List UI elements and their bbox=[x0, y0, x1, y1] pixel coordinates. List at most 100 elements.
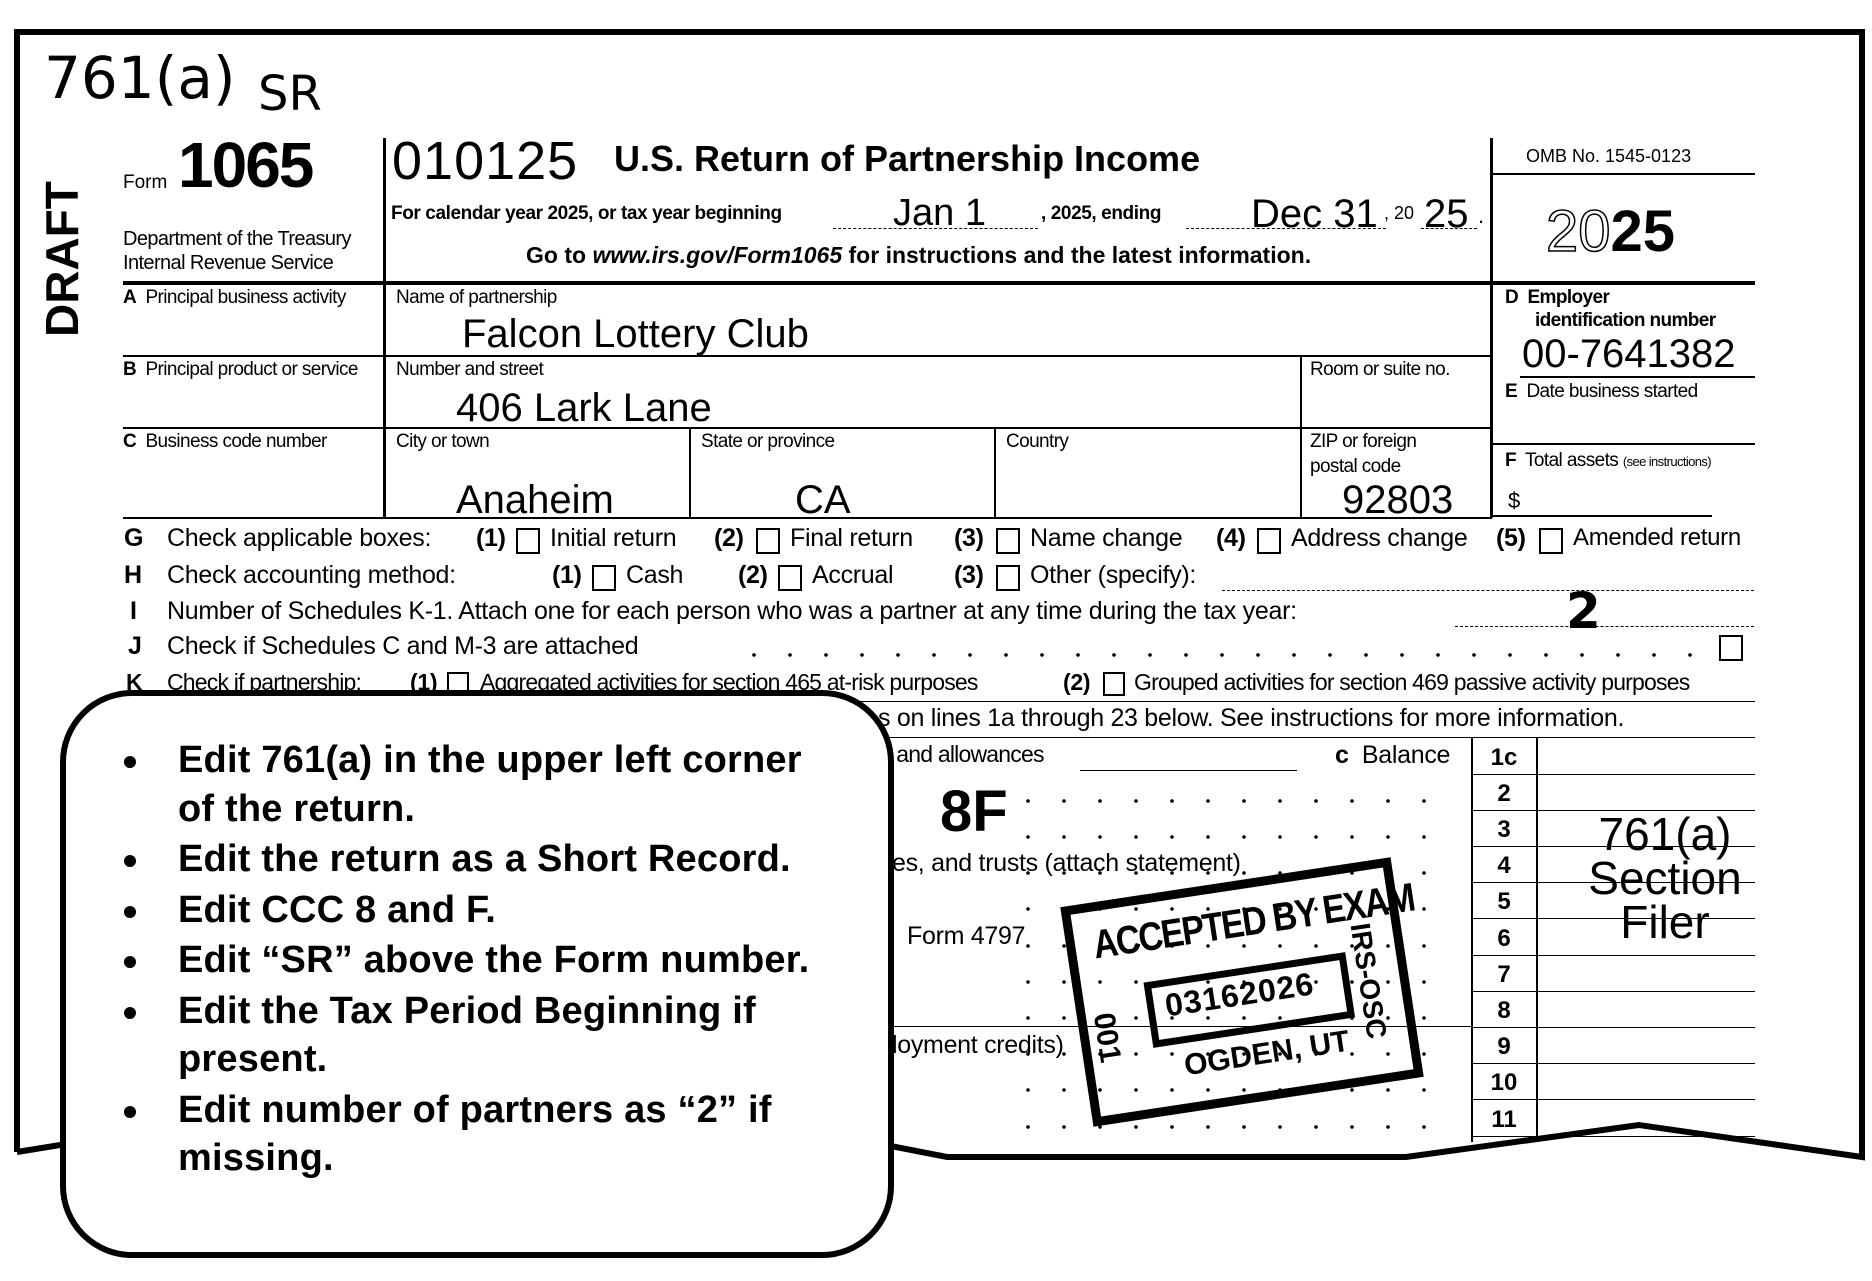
state-divider bbox=[689, 428, 691, 518]
h-num-1: (1) bbox=[552, 561, 582, 589]
final-return-checkbox[interactable] bbox=[756, 528, 780, 554]
zip-value[interactable]: 92803 bbox=[1342, 478, 1454, 522]
tax-year-end[interactable]: 25 bbox=[1424, 192, 1469, 236]
line-h: H bbox=[124, 561, 142, 589]
h-num-3: (3) bbox=[954, 561, 984, 589]
e-rule bbox=[1492, 443, 1755, 445]
amount-field-line-1c[interactable] bbox=[1472, 774, 1755, 775]
amount-field-line-7[interactable] bbox=[1472, 991, 1755, 992]
line-number-5: 5 bbox=[1497, 888, 1511, 915]
instruction-text: Edit “SR” above the Form number. bbox=[178, 939, 810, 981]
name-change-checkbox[interactable] bbox=[996, 528, 1020, 554]
street-value[interactable]: 406 Lark Lane bbox=[456, 386, 712, 430]
line-h-label: Check accounting method: bbox=[167, 561, 456, 589]
ein-value[interactable]: 00-7641382 bbox=[1522, 332, 1736, 376]
other-method-label: Other (specify): bbox=[1030, 561, 1197, 589]
omb-rule bbox=[1492, 173, 1755, 175]
address-change-checkbox[interactable] bbox=[1257, 528, 1281, 554]
section-filer-line-2: Section bbox=[1588, 852, 1742, 904]
leader-dots bbox=[1010, 979, 1450, 985]
amount-field-line-6[interactable] bbox=[1472, 955, 1755, 956]
header-rule bbox=[123, 281, 1755, 285]
line-number-7: 7 bbox=[1497, 961, 1511, 988]
instruction-text: Edit the return as a Short Record. bbox=[178, 838, 791, 880]
instruction-text: Edit number of partners as “2” if missin… bbox=[178, 1088, 772, 1180]
tax-period-begin[interactable]: Jan 1 bbox=[893, 192, 986, 234]
line-number-10: 10 bbox=[1490, 1069, 1518, 1096]
amount-field-line-4[interactable] bbox=[1472, 882, 1755, 883]
line-g-label: Check applicable boxes: bbox=[167, 524, 432, 552]
other-method-checkbox[interactable] bbox=[996, 565, 1020, 591]
schedules-c-m3-checkbox[interactable] bbox=[1719, 635, 1743, 661]
line-number-col-right bbox=[1536, 737, 1538, 1142]
amount-field-line-9[interactable] bbox=[1472, 1063, 1755, 1064]
g-num-3: (3) bbox=[954, 524, 984, 552]
row-rule-a bbox=[385, 355, 1492, 357]
line-1b-fragment: s and allowances bbox=[880, 741, 1044, 767]
amount-field-line-11[interactable] bbox=[1472, 1136, 1755, 1137]
draft-watermark: DRAFT bbox=[36, 181, 88, 337]
bullet-icon bbox=[124, 956, 136, 968]
line-e-label: E Date business started bbox=[1505, 381, 1698, 402]
k-rule bbox=[860, 701, 1755, 702]
section-filer-annotation: 761(a) Section Filer bbox=[1560, 808, 1770, 948]
tax-year-bold: 25 bbox=[1610, 199, 1676, 264]
g-num-5: (5) bbox=[1496, 524, 1526, 552]
leader-dots bbox=[1010, 1015, 1450, 1021]
line-number-1c: 1c bbox=[1490, 744, 1518, 771]
tax-period-end[interactable]: Dec 31 bbox=[1251, 192, 1378, 236]
grouped-checkbox[interactable] bbox=[1103, 672, 1125, 696]
line-g: G bbox=[124, 524, 144, 552]
bullet-icon bbox=[124, 1105, 136, 1118]
cash-checkbox[interactable] bbox=[592, 565, 616, 591]
line-number-9: 9 bbox=[1497, 1033, 1511, 1060]
f-rule bbox=[1492, 515, 1712, 517]
country-label: Country bbox=[1006, 431, 1069, 452]
row-rule-b bbox=[123, 427, 1492, 429]
zip-label-2: postal code bbox=[1310, 456, 1401, 477]
initial-return-checkbox[interactable] bbox=[516, 528, 540, 554]
instruction-text: Edit the Tax Period Beginning if present… bbox=[178, 989, 756, 1081]
line-number-8: 8 bbox=[1497, 997, 1511, 1024]
initial-return-label: Initial return bbox=[550, 524, 677, 552]
line-a-label: A Principal business activity bbox=[123, 287, 346, 308]
ein-rule bbox=[1520, 376, 1755, 378]
amount-field-line-8[interactable] bbox=[1472, 1027, 1755, 1028]
amount-field-line-10[interactable] bbox=[1472, 1099, 1755, 1100]
goto-prefix: Go to bbox=[526, 242, 593, 268]
grouped-label: Grouped activities for section 469 passi… bbox=[1134, 669, 1690, 695]
k1-count-value[interactable]: 2 bbox=[1566, 582, 1601, 640]
line-b-label: B Principal product or service bbox=[123, 359, 358, 380]
partnership-name[interactable]: Falcon Lottery Club bbox=[462, 312, 809, 356]
state-label: State or province bbox=[701, 431, 835, 452]
amount-field-line-3[interactable] bbox=[1472, 846, 1755, 847]
line-i-label: Number of Schedules K-1. Attach one for … bbox=[167, 597, 1297, 625]
section-filer-line-3: Filer bbox=[1620, 896, 1710, 948]
total-assets-dollar: $ bbox=[1508, 488, 1521, 513]
line-j: J bbox=[128, 632, 142, 660]
amount-field-line-5[interactable] bbox=[1472, 918, 1755, 919]
tax-year: 2025 bbox=[1545, 198, 1676, 265]
city-value[interactable]: Anaheim bbox=[456, 478, 614, 522]
leader-dots bbox=[1010, 906, 1450, 912]
ccc-annotation: 8F bbox=[940, 779, 1008, 844]
k1-count-field[interactable] bbox=[1455, 626, 1754, 627]
leader-dots bbox=[736, 652, 1696, 658]
amended-return-checkbox[interactable] bbox=[1539, 528, 1563, 554]
section-filer-line-1: 761(a) bbox=[1598, 808, 1732, 860]
state-value[interactable]: CA bbox=[795, 478, 851, 522]
leader-dots bbox=[1010, 834, 1450, 840]
goto-url[interactable]: www.irs.gov/Form1065 bbox=[592, 242, 843, 268]
amount-field-line-2[interactable] bbox=[1472, 810, 1755, 811]
accrual-checkbox[interactable] bbox=[778, 565, 802, 591]
annotation-761a: 761(a) bbox=[44, 44, 236, 112]
instruction-text: Edit CCC 8 and F. bbox=[178, 888, 496, 931]
row-rule-c bbox=[123, 517, 1492, 519]
line-1c-label: c Balance bbox=[1335, 741, 1451, 769]
line-1b-field[interactable] bbox=[1080, 770, 1297, 771]
bullet-icon bbox=[124, 905, 136, 918]
leader-dots bbox=[1010, 1124, 1450, 1130]
k-num-2: (2) bbox=[1063, 669, 1091, 695]
other-method-field[interactable] bbox=[1222, 590, 1754, 591]
city-label: City or town bbox=[396, 431, 490, 452]
